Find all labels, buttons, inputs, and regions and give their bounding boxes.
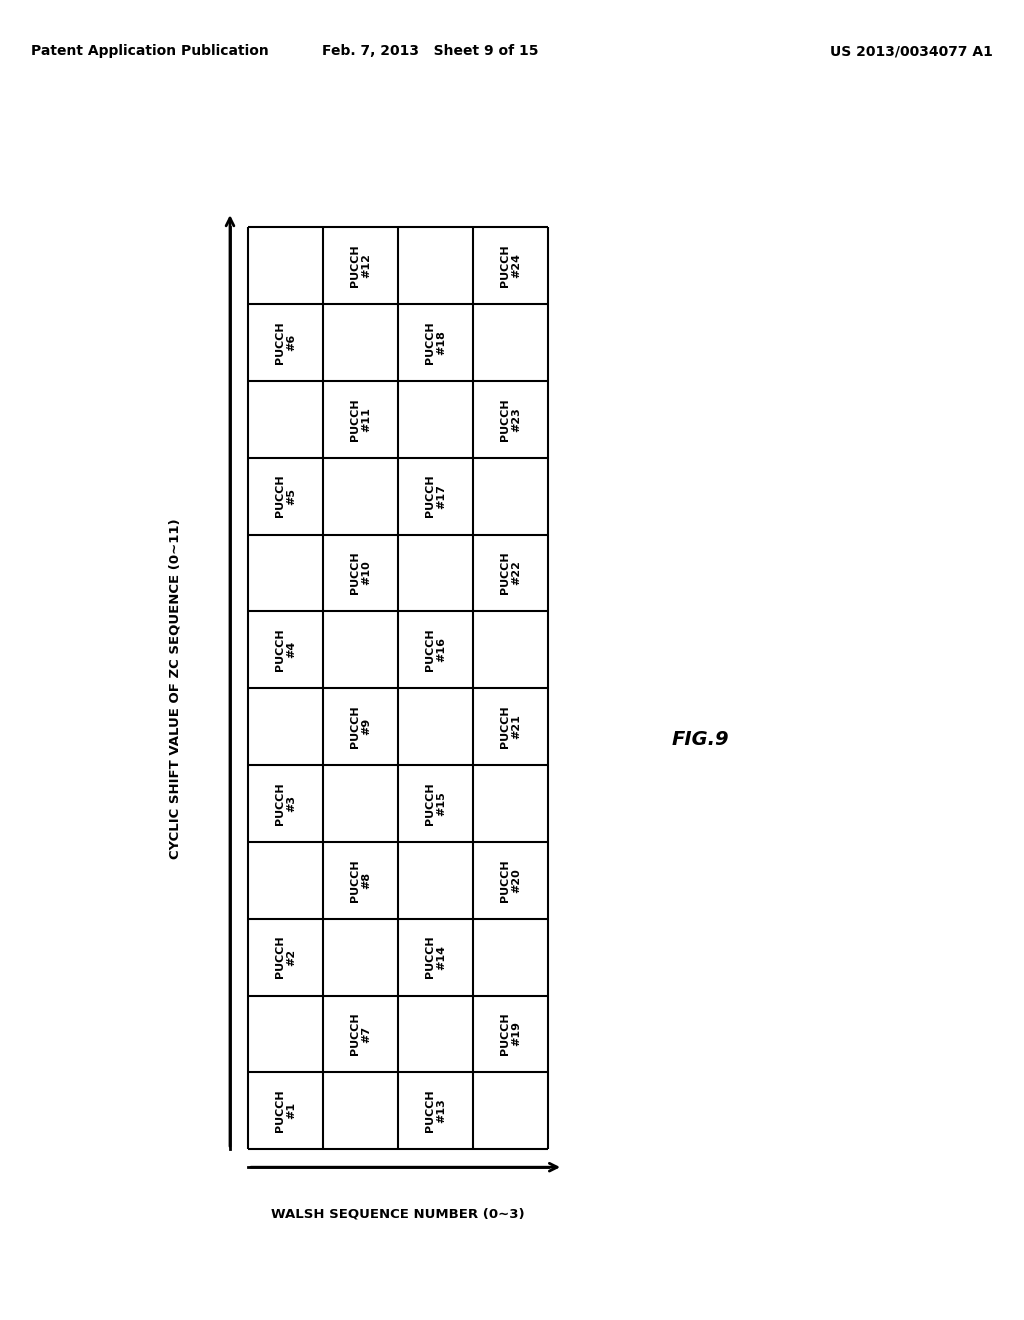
Text: PUCCH
#24: PUCCH #24 [500,244,521,286]
Text: PUCCH
#6: PUCCH #6 [274,321,296,364]
Text: PUCCH
#12: PUCCH #12 [350,244,372,286]
Text: PUCCH
#17: PUCCH #17 [425,475,446,517]
Text: PUCCH
#2: PUCCH #2 [274,936,296,978]
Text: PUCCH
#20: PUCCH #20 [500,859,521,902]
Text: PUCCH
#7: PUCCH #7 [350,1012,372,1055]
Text: PUCCH
#4: PUCCH #4 [274,628,296,671]
Text: WALSH SEQUENCE NUMBER (0∼3): WALSH SEQUENCE NUMBER (0∼3) [271,1208,525,1220]
Text: US 2013/0034077 A1: US 2013/0034077 A1 [830,45,993,58]
Text: FIG.9: FIG.9 [671,730,729,748]
Text: PUCCH
#22: PUCCH #22 [500,552,521,594]
Text: PUCCH
#18: PUCCH #18 [425,321,446,364]
Text: PUCCH
#19: PUCCH #19 [500,1012,521,1055]
Text: PUCCH
#13: PUCCH #13 [425,1089,446,1133]
Text: PUCCH
#1: PUCCH #1 [274,1089,296,1133]
Text: Feb. 7, 2013   Sheet 9 of 15: Feb. 7, 2013 Sheet 9 of 15 [322,45,539,58]
Text: PUCCH
#8: PUCCH #8 [350,859,372,902]
Text: PUCCH
#11: PUCCH #11 [350,397,372,441]
Text: PUCCH
#3: PUCCH #3 [274,783,296,825]
Text: PUCCH
#21: PUCCH #21 [500,705,521,748]
Text: Patent Application Publication: Patent Application Publication [31,45,268,58]
Text: PUCCH
#23: PUCCH #23 [500,397,521,441]
Text: PUCCH
#16: PUCCH #16 [425,628,446,671]
Text: PUCCH
#9: PUCCH #9 [350,705,372,748]
Text: PUCCH
#15: PUCCH #15 [425,783,446,825]
Text: PUCCH
#5: PUCCH #5 [274,475,296,517]
Text: PUCCH
#10: PUCCH #10 [350,552,372,594]
Text: CYCLIC SHIFT VALUE OF ZC SEQUENCE (0∼11): CYCLIC SHIFT VALUE OF ZC SEQUENCE (0∼11) [169,517,181,858]
Text: PUCCH
#14: PUCCH #14 [425,936,446,978]
